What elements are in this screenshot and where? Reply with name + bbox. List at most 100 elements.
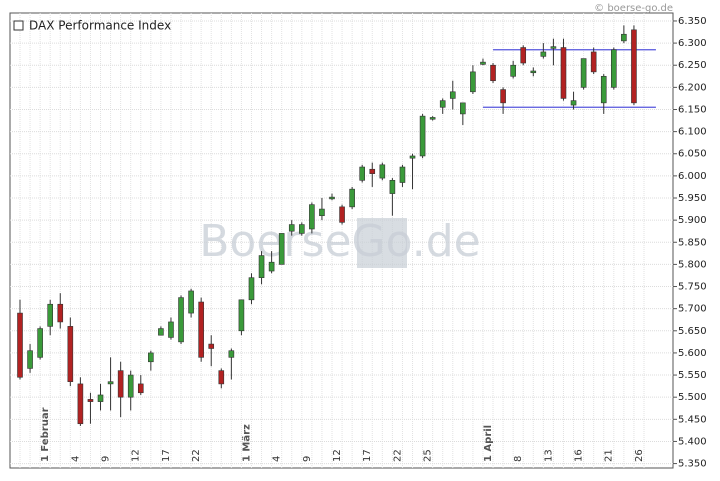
candle-body bbox=[580, 58, 587, 88]
y-tick-label: 5.700 bbox=[678, 304, 707, 315]
candle-body bbox=[611, 49, 617, 88]
y-tick-label: 6.250 bbox=[678, 60, 707, 71]
candle-body bbox=[158, 328, 164, 336]
x-tick-label: 22 bbox=[392, 449, 403, 462]
x-tick-label: 8 bbox=[513, 456, 524, 462]
y-tick-label: 6.200 bbox=[678, 82, 707, 93]
x-tick-label: 21 bbox=[604, 449, 615, 462]
candle-body bbox=[188, 290, 194, 314]
candle-body bbox=[278, 233, 285, 265]
candle-body bbox=[449, 91, 456, 99]
candle-body bbox=[520, 47, 527, 64]
x-tick-label: 4 bbox=[70, 456, 81, 462]
legend-box bbox=[13, 20, 24, 31]
x-tick-label: 1 April bbox=[483, 425, 494, 462]
candle-body bbox=[37, 328, 43, 358]
candle-body bbox=[97, 394, 104, 402]
candle-body bbox=[560, 47, 567, 99]
candle-body bbox=[198, 301, 204, 358]
y-tick-label: 6.350 bbox=[678, 16, 707, 27]
candle-body bbox=[359, 166, 365, 181]
candle-body bbox=[530, 70, 537, 74]
y-tick-label: 5.750 bbox=[678, 282, 707, 293]
candle-body bbox=[439, 100, 446, 108]
candle-body bbox=[510, 64, 516, 77]
x-tick-label: 9 bbox=[302, 456, 313, 462]
x-tick-label: 16 bbox=[574, 449, 585, 462]
x-tick-label: 13 bbox=[543, 449, 554, 462]
y-tick-label: 6.300 bbox=[678, 38, 707, 49]
candle-body bbox=[248, 277, 255, 301]
x-tick-label: 12 bbox=[332, 449, 343, 462]
candle-body bbox=[67, 326, 74, 382]
candle-body bbox=[27, 350, 33, 369]
x-tick-label: 17 bbox=[161, 449, 172, 462]
x-tick-label: 9 bbox=[101, 456, 112, 462]
candle-body bbox=[540, 51, 547, 57]
candle-body bbox=[621, 33, 627, 42]
y-tick-label: 5.650 bbox=[678, 326, 707, 337]
legend-label: DAX Performance Index bbox=[29, 19, 171, 33]
y-tick-label: 5.900 bbox=[678, 215, 707, 226]
candle-body bbox=[480, 61, 486, 65]
candle-body bbox=[631, 29, 637, 104]
candle-body bbox=[550, 46, 557, 49]
candle-body bbox=[490, 64, 496, 82]
x-tick-label: 26 bbox=[634, 449, 645, 462]
candle-body bbox=[299, 224, 305, 234]
x-tick-label: 1 Februar bbox=[40, 407, 51, 462]
candle-body bbox=[178, 297, 184, 343]
candle-body bbox=[87, 399, 94, 402]
candle-body bbox=[228, 350, 235, 358]
candle-body bbox=[369, 168, 376, 174]
candle-body bbox=[379, 164, 386, 179]
y-tick-label: 5.500 bbox=[678, 392, 707, 403]
candle-body bbox=[600, 75, 607, 104]
candle-body bbox=[570, 100, 577, 106]
candle-body bbox=[470, 71, 476, 93]
candle-body bbox=[288, 224, 295, 232]
candle-body bbox=[117, 370, 124, 398]
y-tick-label: 5.950 bbox=[678, 193, 707, 204]
x-tick-label: 22 bbox=[191, 449, 202, 462]
y-tick-label: 5.600 bbox=[678, 348, 707, 359]
candle-body bbox=[107, 381, 114, 385]
y-tick-label: 5.400 bbox=[678, 436, 707, 447]
candle-body bbox=[339, 206, 345, 223]
candle-body bbox=[137, 383, 144, 394]
candle-body bbox=[57, 303, 64, 323]
watermark: BoerseGo.de bbox=[199, 216, 481, 267]
y-tick-label: 6.150 bbox=[678, 104, 707, 115]
y-tick-label: 5.850 bbox=[678, 237, 707, 248]
candle-body bbox=[77, 383, 84, 425]
candle-body bbox=[500, 89, 506, 104]
candle-body bbox=[47, 303, 53, 327]
candle-body bbox=[127, 374, 134, 398]
y-tick-label: 6.100 bbox=[678, 127, 707, 138]
y-tick-label: 6.000 bbox=[678, 171, 707, 182]
candle-body bbox=[419, 115, 426, 157]
candle-body bbox=[148, 352, 154, 363]
x-tick-label: 17 bbox=[362, 449, 373, 462]
candle-body bbox=[208, 343, 215, 349]
candle-body bbox=[399, 166, 406, 183]
candle-body bbox=[429, 117, 436, 120]
candle-body bbox=[590, 51, 597, 73]
candle-body bbox=[329, 196, 335, 200]
y-tick-label: 6.050 bbox=[678, 149, 707, 160]
y-tick-label: 5.350 bbox=[678, 459, 707, 470]
y-tick-label: 5.450 bbox=[678, 414, 707, 425]
watermark-box bbox=[357, 218, 407, 268]
candle-body bbox=[218, 370, 225, 385]
candle-body bbox=[349, 188, 355, 208]
candle-body bbox=[268, 261, 275, 272]
candle-body bbox=[389, 180, 396, 194]
candle-body bbox=[460, 102, 466, 115]
source: © boerse-go.de bbox=[594, 3, 673, 14]
candle-body bbox=[309, 204, 315, 230]
x-tick-label: 12 bbox=[131, 449, 142, 462]
x-tick-label: 25 bbox=[423, 449, 434, 462]
x-tick-label: 1 März bbox=[241, 424, 252, 462]
x-tick-label: 4 bbox=[272, 456, 283, 462]
